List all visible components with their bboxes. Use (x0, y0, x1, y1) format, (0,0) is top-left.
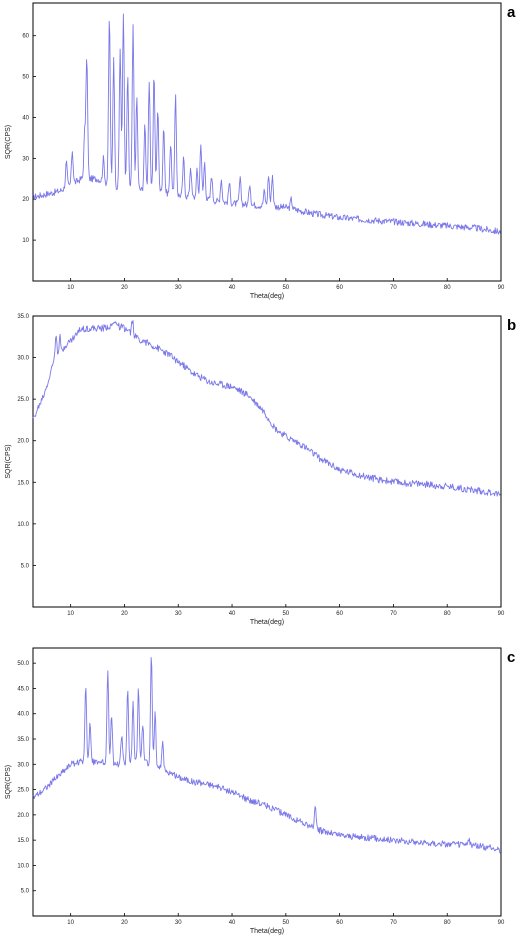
y-tick-label: 30.0 (17, 762, 29, 768)
y-tick-label: 40.0 (17, 712, 29, 718)
y-tick-label: 15.0 (17, 838, 29, 844)
plot-frame (32, 647, 502, 917)
y-tick-label: 10.0 (17, 522, 29, 528)
y-tick-label: 20.0 (17, 813, 29, 819)
x-tick-label: 80 (444, 285, 451, 291)
x-tick-label: 30 (175, 920, 182, 926)
y-tick-label: 25.0 (17, 397, 29, 403)
x-axis-label: Theta(deg) (250, 619, 284, 626)
x-axis-label: Theta(deg) (250, 928, 284, 935)
y-tick-label: 20.0 (17, 439, 29, 445)
diffraction-series-line (32, 13, 501, 235)
x-tick-label: 30 (175, 611, 182, 617)
y-tick-label: 40 (22, 115, 29, 121)
x-tick-label: 20 (121, 285, 128, 291)
x-tick-label: 40 (229, 285, 236, 291)
panel-a-chart: 10 20 30 40 50 60 70 80 90 10 20 30 40 50 60 Theta(deg)… (5, 2, 516, 300)
y-tick-label: 10 (22, 238, 29, 244)
x-tick-label: 50 (282, 920, 289, 926)
y-tick-label: 35.0 (17, 314, 29, 320)
x-tick-label: 80 (444, 920, 451, 926)
diffraction-series-line (32, 320, 501, 497)
x-tick-label: 60 (336, 285, 343, 291)
x-tick-label: 40 (229, 611, 236, 617)
x-tick-label: 10 (67, 285, 74, 291)
x-tick-label: 50 (282, 285, 289, 291)
x-tick-label: 10 (67, 611, 74, 617)
y-tick-label: 35.0 (17, 737, 29, 743)
x-tick-label: 50 (282, 611, 289, 617)
y-tick-label: 25.0 (17, 788, 29, 794)
x-tick-label: 90 (498, 285, 505, 291)
x-tick-label: 20 (121, 611, 128, 617)
panel-label: c (507, 649, 515, 666)
x-tick-label: 90 (498, 611, 505, 617)
y-tick-label: 50.0 (17, 661, 29, 667)
x-axis-label: Theta(deg) (250, 293, 284, 300)
y-tick-label: 50 (22, 75, 29, 81)
y-tick-label: 45.0 (17, 686, 29, 692)
x-tick-label: 10 (67, 920, 74, 926)
x-tick-label: 20 (121, 920, 128, 926)
plot-frame (32, 2, 502, 282)
y-tick-label: 30.0 (17, 356, 29, 362)
x-tick-label: 60 (336, 611, 343, 617)
y-axis-label: SQR(CPS) (5, 125, 12, 159)
y-tick-label: 15.0 (17, 480, 29, 486)
x-tick-label: 80 (444, 611, 451, 617)
panel-label: a (507, 4, 516, 21)
y-tick-label: 30 (22, 156, 29, 162)
x-tick-label: 70 (390, 611, 397, 617)
x-tick-label: 30 (175, 285, 182, 291)
y-tick-label: 20 (22, 197, 29, 203)
diffraction-series-line (32, 657, 501, 854)
panel-label: b (507, 317, 516, 334)
x-tick-label: 90 (498, 920, 505, 926)
y-axis-label: SQR(CPS) (5, 765, 12, 799)
panel-c-chart: 10 20 30 40 50 60 70 80 90 5.0 10.0 15.0 20.0 25.0 30.… (5, 647, 515, 935)
y-tick-label: 10.0 (17, 863, 29, 869)
y-tick-label: 5.0 (21, 563, 30, 569)
y-tick-label: 5.0 (21, 889, 30, 895)
x-tick-label: 70 (390, 285, 397, 291)
x-tick-label: 40 (229, 920, 236, 926)
y-tick-label: 60 (22, 34, 29, 40)
panel-b-chart: 10 20 30 40 50 60 70 80 90 5.0 10.0 15.0 20.0 25.0 30.… (5, 314, 516, 626)
plot-frame (32, 315, 502, 608)
x-tick-label: 60 (336, 920, 343, 926)
y-axis-label: SQR(CPS) (5, 444, 12, 478)
x-tick-label: 70 (390, 920, 397, 926)
